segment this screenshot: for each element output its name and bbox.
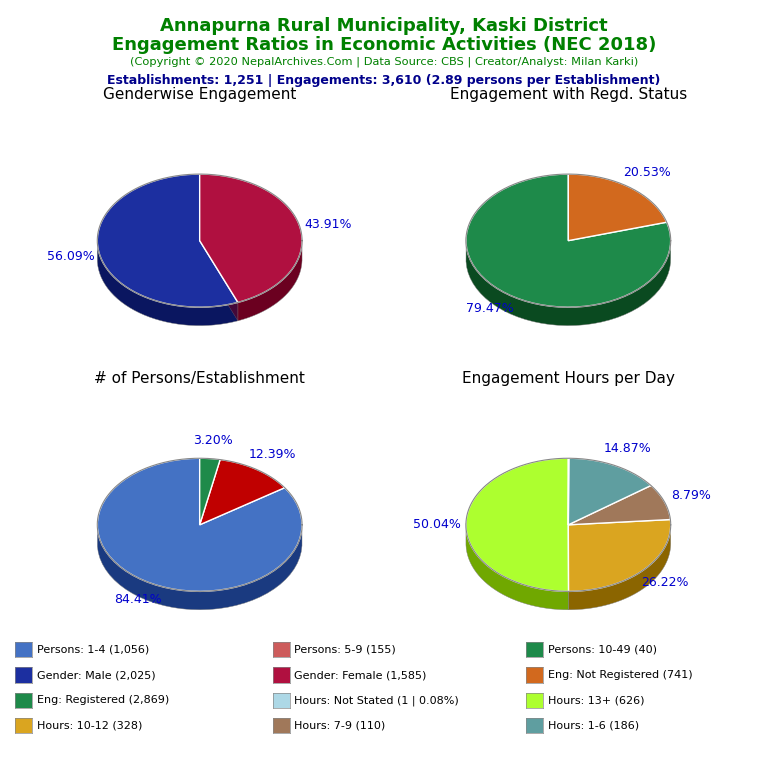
Polygon shape: [568, 458, 651, 525]
Polygon shape: [200, 240, 238, 321]
Polygon shape: [568, 174, 667, 240]
Text: 20.53%: 20.53%: [624, 166, 671, 179]
Text: Annapurna Rural Municipality, Kaski District: Annapurna Rural Municipality, Kaski Dist…: [161, 17, 607, 35]
Polygon shape: [98, 458, 302, 591]
Polygon shape: [466, 174, 670, 307]
Polygon shape: [466, 523, 568, 610]
Text: Eng: Not Registered (741): Eng: Not Registered (741): [548, 670, 692, 680]
Polygon shape: [568, 523, 670, 610]
Polygon shape: [238, 239, 302, 321]
Text: Hours: Not Stated (1 | 0.08%): Hours: Not Stated (1 | 0.08%): [294, 695, 459, 706]
Title: # of Persons/Establishment: # of Persons/Establishment: [94, 372, 305, 386]
Text: Hours: 10-12 (328): Hours: 10-12 (328): [37, 720, 142, 731]
Title: Genderwise Engagement: Genderwise Engagement: [103, 88, 296, 102]
Text: Persons: 1-4 (1,056): Persons: 1-4 (1,056): [37, 644, 149, 655]
Polygon shape: [200, 459, 285, 525]
Polygon shape: [466, 458, 568, 591]
Title: Engagement Hours per Day: Engagement Hours per Day: [462, 372, 675, 386]
Polygon shape: [200, 240, 238, 321]
Text: 50.04%: 50.04%: [413, 518, 462, 531]
Text: Hours: 1-6 (186): Hours: 1-6 (186): [548, 720, 639, 731]
Text: Eng: Registered (2,869): Eng: Registered (2,869): [37, 695, 169, 706]
Text: 56.09%: 56.09%: [47, 250, 95, 263]
Text: Gender: Female (1,585): Gender: Female (1,585): [294, 670, 426, 680]
Polygon shape: [200, 458, 220, 525]
Text: 14.87%: 14.87%: [604, 442, 652, 455]
Text: Establishments: 1,251 | Engagements: 3,610 (2.89 persons per Establishment): Establishments: 1,251 | Engagements: 3,6…: [108, 74, 660, 87]
Polygon shape: [98, 240, 238, 326]
Polygon shape: [98, 174, 238, 307]
Text: 8.79%: 8.79%: [671, 488, 711, 502]
Text: 12.39%: 12.39%: [249, 448, 296, 461]
Text: Engagement Ratios in Economic Activities (NEC 2018): Engagement Ratios in Economic Activities…: [112, 36, 656, 54]
Polygon shape: [200, 174, 302, 303]
Polygon shape: [466, 237, 670, 326]
Text: 79.47%: 79.47%: [465, 303, 513, 315]
Polygon shape: [98, 522, 302, 610]
Text: Persons: 10-49 (40): Persons: 10-49 (40): [548, 644, 657, 655]
Text: Persons: 5-9 (155): Persons: 5-9 (155): [294, 644, 396, 655]
Text: 3.20%: 3.20%: [193, 433, 233, 446]
Text: 43.91%: 43.91%: [305, 218, 352, 231]
Text: Gender: Male (2,025): Gender: Male (2,025): [37, 670, 155, 680]
Text: Hours: 7-9 (110): Hours: 7-9 (110): [294, 720, 386, 731]
Text: 84.41%: 84.41%: [114, 594, 162, 607]
Polygon shape: [568, 485, 670, 525]
Text: 26.22%: 26.22%: [641, 576, 688, 589]
Text: (Copyright © 2020 NepalArchives.Com | Data Source: CBS | Creator/Analyst: Milan : (Copyright © 2020 NepalArchives.Com | Da…: [130, 57, 638, 68]
Text: Hours: 13+ (626): Hours: 13+ (626): [548, 695, 644, 706]
Polygon shape: [568, 519, 670, 591]
Title: Engagement with Regd. Status: Engagement with Regd. Status: [450, 88, 687, 102]
